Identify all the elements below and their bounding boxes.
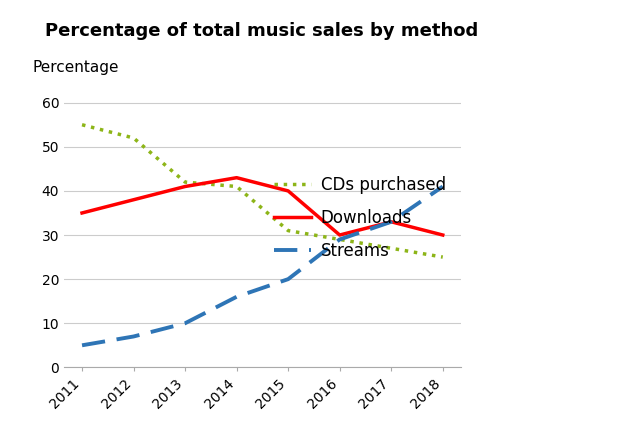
- CDs purchased: [439, 254, 447, 260]
- Streams: [336, 237, 344, 242]
- Line: Downloads: Downloads: [82, 178, 443, 235]
- CDs purchased: [336, 237, 344, 242]
- Downloads: [78, 210, 86, 215]
- Streams: [181, 321, 189, 326]
- Line: CDs purchased: CDs purchased: [82, 125, 443, 257]
- CDs purchased: [387, 246, 395, 251]
- Legend: CDs purchased, Downloads, Streams: CDs purchased, Downloads, Streams: [268, 170, 452, 267]
- CDs purchased: [284, 228, 292, 233]
- Downloads: [336, 233, 344, 238]
- Downloads: [181, 184, 189, 189]
- Streams: [439, 184, 447, 189]
- Downloads: [284, 188, 292, 194]
- Streams: [387, 219, 395, 224]
- CDs purchased: [181, 179, 189, 185]
- CDs purchased: [130, 135, 138, 141]
- Downloads: [130, 197, 138, 202]
- Downloads: [439, 233, 447, 238]
- Text: Percentage of total music sales by method: Percentage of total music sales by metho…: [45, 22, 478, 40]
- Streams: [130, 334, 138, 339]
- Streams: [284, 276, 292, 282]
- Downloads: [233, 175, 241, 181]
- Text: Percentage: Percentage: [32, 60, 119, 75]
- Streams: [78, 343, 86, 348]
- CDs purchased: [233, 184, 241, 189]
- CDs purchased: [78, 122, 86, 127]
- Line: Streams: Streams: [82, 186, 443, 345]
- Downloads: [387, 219, 395, 224]
- Streams: [233, 294, 241, 299]
